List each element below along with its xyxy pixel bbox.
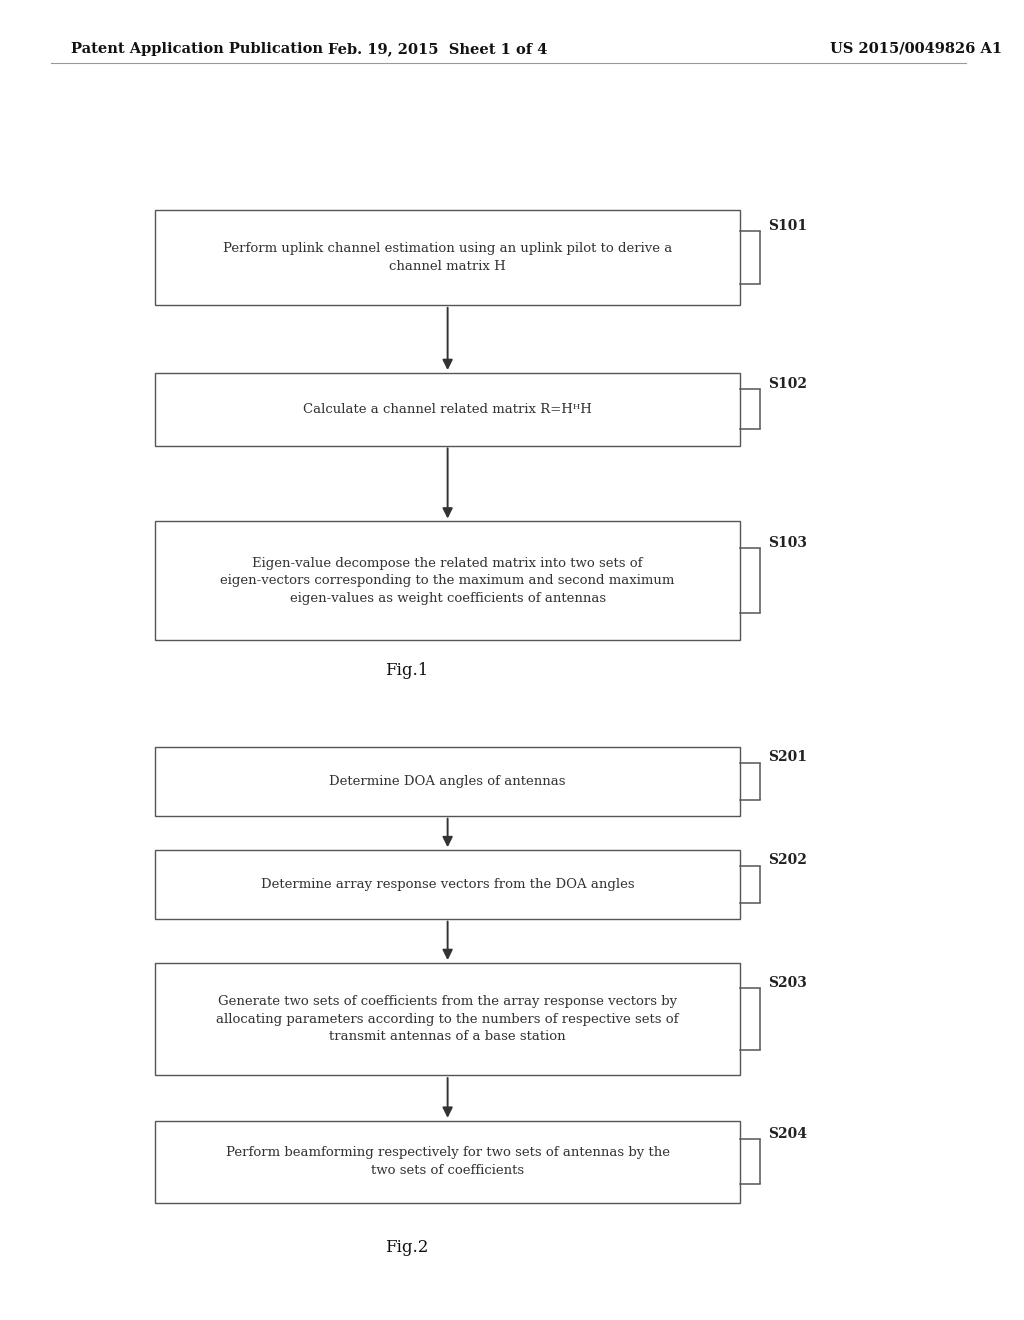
Text: S103: S103 (769, 536, 808, 550)
Text: Perform beamforming respectively for two sets of antennas by the
two sets of coe: Perform beamforming respectively for two… (225, 1146, 670, 1177)
Text: Generate two sets of coefficients from the array response vectors by
allocating : Generate two sets of coefficients from t… (216, 995, 679, 1043)
Text: S101: S101 (769, 219, 808, 234)
Bar (156, 747, 740, 816)
Text: Fig.2: Fig.2 (385, 1239, 429, 1255)
Bar (156, 850, 740, 919)
Text: Determine array response vectors from the DOA angles: Determine array response vectors from th… (261, 878, 635, 891)
Text: S204: S204 (769, 1127, 808, 1140)
Bar (156, 521, 740, 640)
Text: Perform uplink channel estimation using an uplink pilot to derive a
channel matr: Perform uplink channel estimation using … (223, 242, 672, 273)
Text: Eigen-value decompose the related matrix into two sets of
eigen-vectors correspo: Eigen-value decompose the related matrix… (220, 557, 675, 605)
Bar (156, 372, 740, 446)
Bar (156, 210, 740, 305)
Text: Fig.1: Fig.1 (385, 663, 429, 678)
Text: Calculate a channel related matrix R=HᴴH: Calculate a channel related matrix R=HᴴH (303, 403, 592, 416)
Text: S203: S203 (769, 975, 808, 990)
Bar (156, 964, 740, 1074)
Text: S202: S202 (769, 853, 808, 867)
Text: Determine DOA angles of antennas: Determine DOA angles of antennas (330, 775, 566, 788)
Bar (156, 1121, 740, 1203)
Text: Feb. 19, 2015  Sheet 1 of 4: Feb. 19, 2015 Sheet 1 of 4 (328, 42, 547, 55)
Text: S201: S201 (769, 750, 808, 764)
Text: US 2015/0049826 A1: US 2015/0049826 A1 (829, 42, 1001, 55)
Text: Patent Application Publication: Patent Application Publication (72, 42, 324, 55)
Text: S102: S102 (769, 378, 808, 391)
